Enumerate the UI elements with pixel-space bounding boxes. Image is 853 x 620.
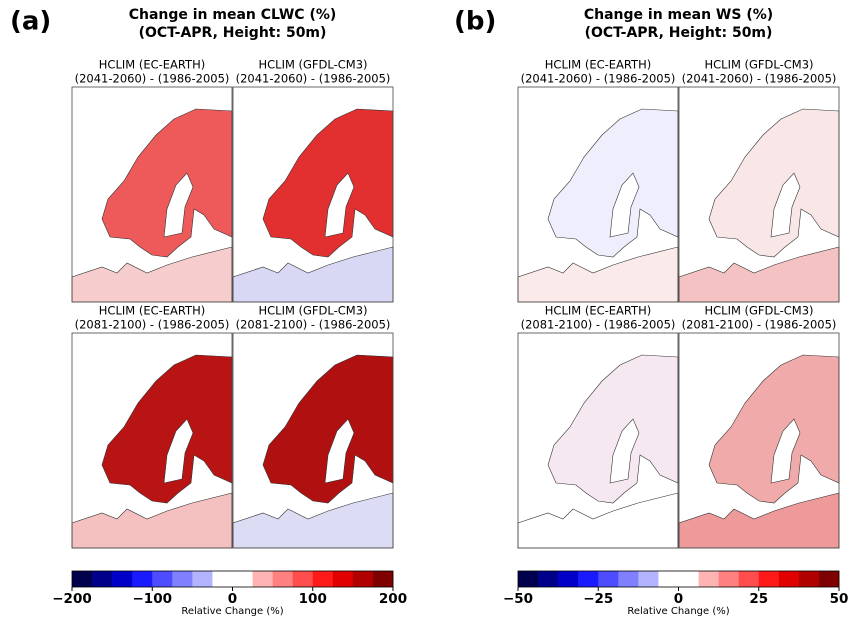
land-north: [547, 108, 679, 258]
colorbar-label: Relative Change (%): [181, 606, 283, 617]
map: [517, 332, 679, 549]
map-frame: [71, 332, 233, 549]
colorbar-segment: [538, 571, 559, 587]
colorbar-segment: [292, 571, 314, 587]
map: [71, 86, 233, 303]
map-title: HCLIM (GFDL-CM3): [704, 304, 813, 318]
sea: [163, 172, 194, 238]
map: [517, 86, 679, 303]
colorbar-segment: [518, 571, 539, 587]
panel-label: (a): [10, 7, 51, 37]
colorbar-segment: [658, 571, 679, 587]
colorbar-tick-label: 25: [749, 591, 768, 607]
sea: [324, 172, 355, 238]
colorbar-tick-label: 100: [299, 591, 327, 607]
colorbar-segment: [618, 571, 639, 587]
colorbar-segment: [678, 571, 699, 587]
map-title: HCLIM (EC-EARTH): [545, 304, 651, 318]
map-frame: [678, 332, 840, 549]
sea: [770, 172, 801, 238]
map-title: HCLIM (EC-EARTH): [99, 304, 205, 318]
land-north: [708, 108, 840, 258]
colorbar-tick-label: 200: [379, 591, 407, 607]
colorbar-segment: [272, 571, 293, 587]
map-title: HCLIM (GFDL-CM3): [258, 58, 367, 72]
map-frame: [71, 86, 233, 303]
sea: [163, 418, 194, 484]
sea: [609, 418, 640, 484]
colorbar-tick-label: 0: [674, 591, 683, 607]
colorbar-segment: [212, 571, 233, 587]
colorbar-segment: [352, 571, 374, 587]
map-title: (2041-2060) - (1986-2005): [682, 72, 837, 86]
panel-title: (OCT-APR, Height: 50m): [139, 25, 327, 41]
land-north: [262, 108, 394, 258]
colorbar-label: Relative Change (%): [627, 606, 729, 617]
colorbar-tick-label: 0: [228, 591, 237, 607]
land-north: [101, 354, 233, 504]
map: [678, 332, 840, 549]
map-title: (2081-2100) - (1986-2005): [236, 318, 391, 332]
colorbar-segment: [718, 571, 739, 587]
map-title: HCLIM (EC-EARTH): [99, 58, 205, 72]
colorbar-segment: [132, 571, 153, 587]
map: [232, 332, 394, 549]
colorbar-tick-label: −25: [583, 591, 613, 607]
map: [71, 332, 233, 549]
colorbar-segment: [558, 571, 579, 587]
colorbar-segment: [778, 571, 800, 587]
map: [678, 86, 840, 303]
land-north: [262, 354, 394, 504]
map-title: (2081-2100) - (1986-2005): [75, 318, 230, 332]
colorbar-segment: [232, 571, 253, 587]
colorbar-segment: [92, 571, 113, 587]
map-frame: [232, 86, 394, 303]
land-north: [101, 108, 233, 258]
colorbar-segment: [252, 571, 273, 587]
colorbar-segment: [738, 571, 760, 587]
colorbar-segment: [818, 571, 840, 587]
colorbar-segment: [758, 571, 780, 587]
colorbar-tick-label: 50: [830, 591, 849, 607]
map-frame: [517, 86, 679, 303]
colorbar-segment: [312, 571, 334, 587]
colorbar-segment: [332, 571, 354, 587]
colorbar-segment: [72, 571, 93, 587]
sea: [324, 418, 355, 484]
map-title: (2041-2060) - (1986-2005): [75, 72, 230, 86]
colorbar-segment: [112, 571, 133, 587]
map-title: (2081-2100) - (1986-2005): [521, 318, 676, 332]
land-north: [547, 354, 679, 504]
map-title: HCLIM (GFDL-CM3): [704, 58, 813, 72]
colorbar-segment: [192, 571, 213, 587]
panel-title: Change in mean WS (%): [584, 7, 773, 23]
sea: [770, 418, 801, 484]
colorbar-segment: [638, 571, 659, 587]
colorbar-segment: [598, 571, 619, 587]
colorbar-tick-label: −200: [52, 591, 92, 607]
colorbar-segment: [372, 571, 394, 587]
colorbar-tick-label: −100: [133, 591, 173, 607]
map-frame: [517, 332, 679, 549]
land-north: [708, 354, 840, 504]
colorbar-segment: [152, 571, 173, 587]
panel-label: (b): [454, 7, 496, 37]
colorbar-segment: [798, 571, 820, 587]
colorbar-segment: [698, 571, 719, 587]
colorbar-segment: [172, 571, 193, 587]
colorbar-tick-label: −50: [503, 591, 533, 607]
map-title: (2081-2100) - (1986-2005): [682, 318, 837, 332]
map-title: (2041-2060) - (1986-2005): [236, 72, 391, 86]
panel-title: (OCT-APR, Height: 50m): [585, 25, 773, 41]
map-title: (2041-2060) - (1986-2005): [521, 72, 676, 86]
map-frame: [678, 86, 840, 303]
sea: [609, 172, 640, 238]
colorbar-segment: [578, 571, 599, 587]
map: [232, 86, 394, 303]
panel-title: Change in mean CLWC (%): [129, 7, 337, 23]
map-title: HCLIM (EC-EARTH): [545, 58, 651, 72]
map-title: HCLIM (GFDL-CM3): [258, 304, 367, 318]
map-frame: [232, 332, 394, 549]
